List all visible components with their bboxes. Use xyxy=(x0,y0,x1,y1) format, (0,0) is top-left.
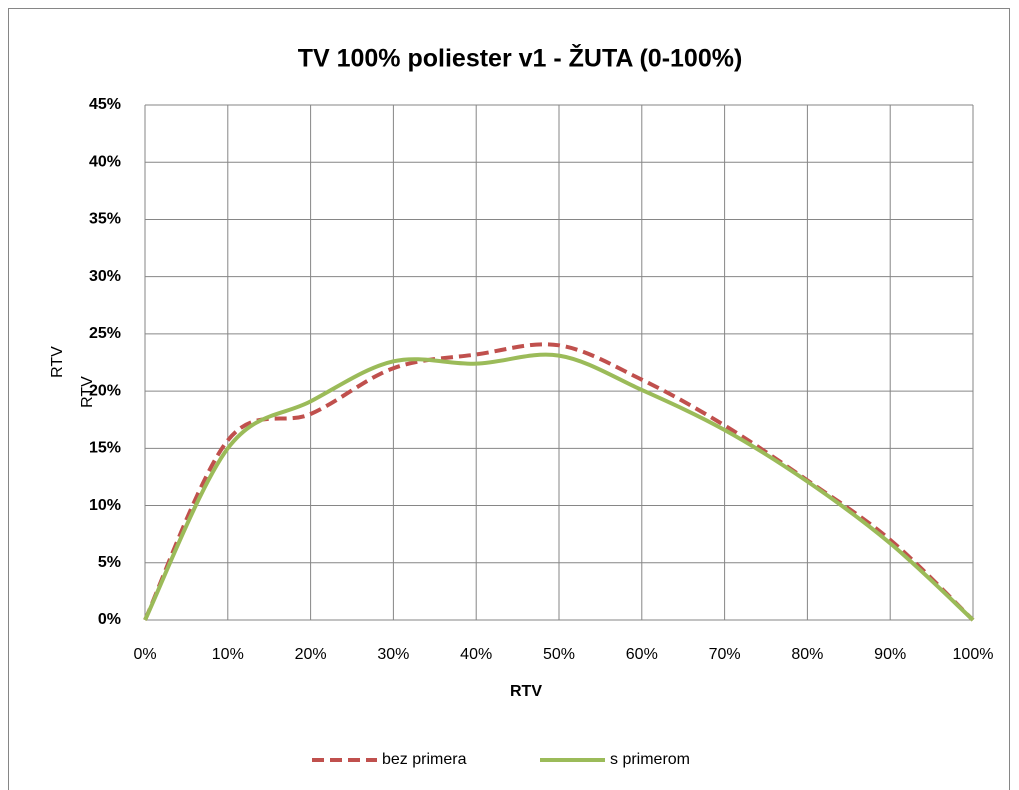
y-tick-label: 25% xyxy=(89,325,121,342)
x-tick-label: 20% xyxy=(295,646,327,663)
x-axis-label: RTV xyxy=(510,683,542,700)
x-tick-label: 100% xyxy=(953,646,994,663)
x-tick-label: 50% xyxy=(543,646,575,663)
y-axis-label: RTV xyxy=(49,346,66,378)
y-tick-label: 20% xyxy=(89,382,121,399)
x-tick-label: 90% xyxy=(874,646,906,663)
y-tick-label: 5% xyxy=(98,554,121,571)
y-tick-label: 30% xyxy=(89,268,121,285)
y-tick-label: 40% xyxy=(89,153,121,170)
y-tick-label: 15% xyxy=(89,440,121,457)
y-tick-label: 0% xyxy=(98,611,121,628)
x-tick-label: 40% xyxy=(460,646,492,663)
y-tick-label: 35% xyxy=(89,211,121,228)
y-tick-label: 45% xyxy=(89,96,121,113)
y-tick-label: 10% xyxy=(89,497,121,514)
x-tick-label: 10% xyxy=(212,646,244,663)
chart-frame xyxy=(8,8,1010,790)
chart-title: TV 100% poliester v1 - ŽUTA (0-100%) xyxy=(298,43,743,73)
x-tick-label: 80% xyxy=(791,646,823,663)
y-axis-label: RTV xyxy=(79,376,96,408)
series-line xyxy=(143,352,975,622)
x-tick-label: 70% xyxy=(709,646,741,663)
x-tick-label: 0% xyxy=(133,646,156,663)
x-tick-label: 30% xyxy=(377,646,409,663)
legend-label: bez primera xyxy=(382,751,467,768)
x-tick-label: 60% xyxy=(626,646,658,663)
legend-label: s primerom xyxy=(610,751,690,768)
